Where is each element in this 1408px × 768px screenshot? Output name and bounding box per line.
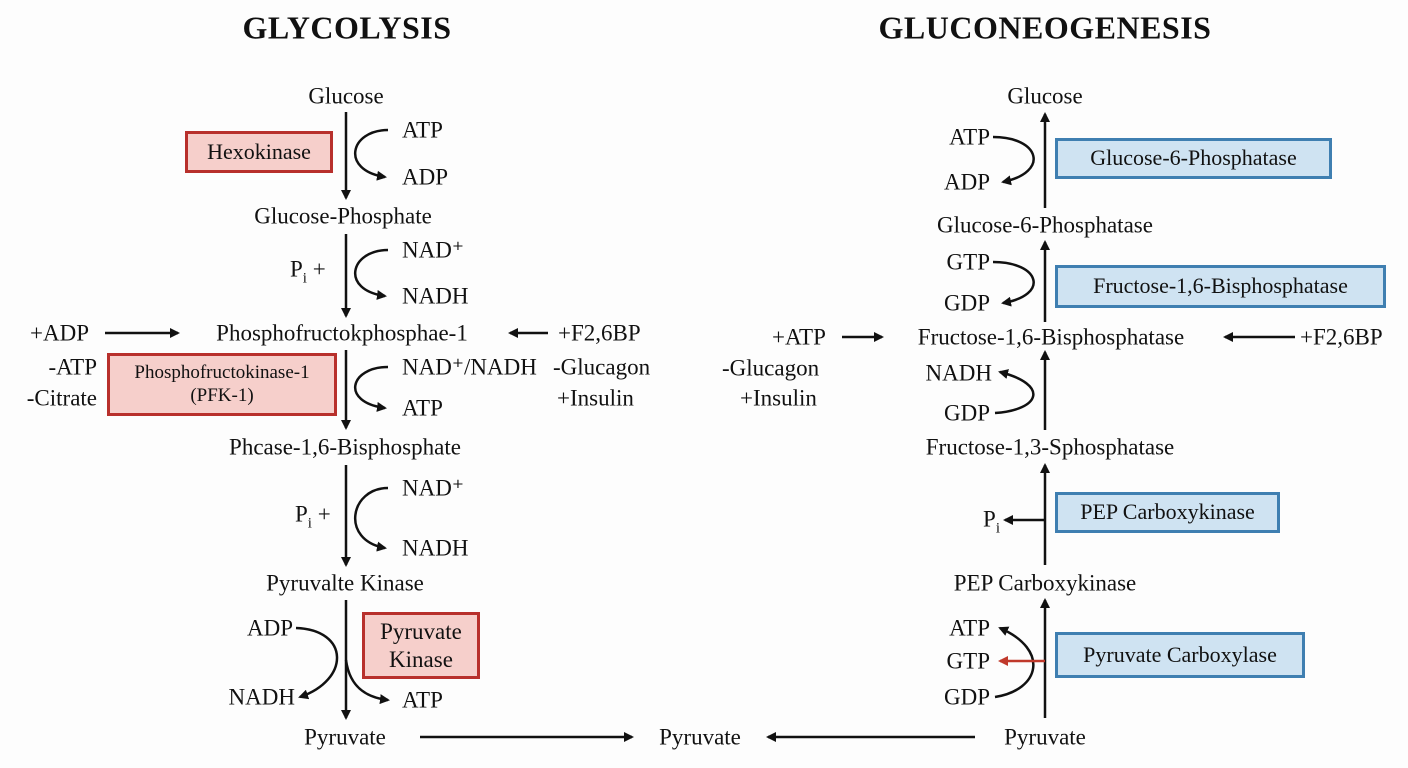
metabolite-fructose-bisphosphatase: Fructose-1,6-Bisphosphatase bbox=[917, 324, 1185, 350]
cofactor-atp-3: ATP bbox=[402, 687, 443, 713]
cofactor-nadh-3: NADH bbox=[228, 684, 295, 710]
cofactor-nadh-2: NADH bbox=[402, 535, 469, 561]
regulator-glucagon: -Glucagon bbox=[553, 354, 651, 380]
cofactor-atp-gng-2: ATP bbox=[949, 615, 990, 641]
metabolite-phosphofructokphosphae: Phosphofructokphosphae-1 bbox=[216, 320, 468, 346]
cofactor-gtp-gng-2: GTP bbox=[946, 648, 990, 674]
curve-gdp-nadh-gng bbox=[994, 369, 1035, 415]
metabolite-glucose-gng: Glucose bbox=[1007, 83, 1083, 109]
regulator-insulin-gng: +Insulin bbox=[740, 385, 817, 411]
curve-nad-nadh-1 bbox=[354, 248, 389, 300]
enzyme-pep-carboxykinase: PEP Carboxykinase bbox=[1055, 492, 1280, 533]
cofactor-gdp-gng: GDP bbox=[943, 290, 990, 316]
cofactor-pi-2: Pi + bbox=[295, 501, 331, 532]
regulator-f26bp: +F2,6BP bbox=[558, 320, 641, 346]
curve-nad-nadh-2 bbox=[354, 486, 389, 552]
cofactor-gdp-gng-3: GDP bbox=[943, 684, 990, 710]
cofactor-pi: Pi + bbox=[290, 256, 326, 287]
curve-atp-adp-gng bbox=[992, 135, 1035, 186]
enzyme-hexokinase: Hexokinase bbox=[185, 131, 333, 173]
metabolite-fructose-13: Fructose-1,3-Sphosphatase bbox=[925, 434, 1175, 460]
cofactor-gdp-gng-2: GDP bbox=[943, 400, 990, 426]
metabolite-glucose: Glucose bbox=[308, 83, 384, 109]
cofactor-gtp-gng: GTP bbox=[946, 249, 990, 275]
cofactor-adp-3: ADP bbox=[246, 615, 293, 641]
enzyme-pfk1: Phosphofructokinase-1 (PFK-1) bbox=[107, 353, 337, 416]
gluconeogenesis-title: GLUCONEOGENESIS bbox=[878, 9, 1212, 46]
glycolysis-title: GLYCOLYSIS bbox=[242, 9, 452, 46]
regulator-minus-citrate: -Citrate bbox=[26, 385, 97, 411]
metabolite-bisphosphate: Phcase-1,6-Bisphosphate bbox=[229, 434, 461, 460]
enzyme-pyruvate-carboxylase: Pyruvate Carboxylase bbox=[1055, 632, 1305, 678]
metabolite-pep-carboxykinase: PEP Carboxykinase bbox=[953, 570, 1137, 596]
cofactor-nad-nadh: NAD⁺/NADH bbox=[402, 354, 537, 380]
metabolite-glucose-6-phosphatase: Glucose-6-Phosphatase bbox=[937, 212, 1153, 238]
cofactor-nadh: NADH bbox=[402, 283, 469, 309]
cofactor-nadh-gng: NADH bbox=[925, 360, 992, 386]
enzyme-glucose-6-phosphatase: Glucose-6-Phosphatase bbox=[1055, 138, 1332, 179]
enzyme-pyruvate-kinase: Pyruvate Kinase bbox=[362, 612, 480, 679]
cofactor-atp-2: ATP bbox=[402, 395, 443, 421]
metabolite-glucose-phosphate: Glucose-Phosphate bbox=[254, 203, 432, 229]
metabolite-pyruvalte-kinase: Pyruvalte Kinase bbox=[266, 570, 424, 596]
regulator-glucagon-gng: -Glucagon bbox=[722, 355, 820, 381]
curve-nadnadh-atp bbox=[353, 365, 389, 412]
cofactor-nad: NAD⁺ bbox=[402, 237, 464, 263]
curve-to-atp bbox=[344, 659, 390, 705]
curve-adp-nadh bbox=[295, 626, 339, 700]
metabolite-pyruvate-right: Pyruvate bbox=[1004, 724, 1086, 750]
cofactor-nad-2: NAD⁺ bbox=[402, 475, 464, 501]
regulator-plus-atp: +ATP bbox=[772, 324, 826, 350]
cofactor-atp-gng: ATP bbox=[949, 124, 990, 150]
regulator-insulin: +Insulin bbox=[557, 385, 634, 411]
enzyme-fructose-bisphosphatase: Fructose-1,6-Bisphosphatase bbox=[1055, 265, 1386, 308]
cofactor-adp: ADP bbox=[402, 164, 449, 190]
regulator-minus-atp: -ATP bbox=[48, 354, 97, 380]
cofactor-pi-gng: Pi bbox=[983, 506, 1000, 537]
curve-gdp-atp-gng bbox=[994, 626, 1035, 699]
metabolite-pyruvate-left: Pyruvate bbox=[304, 724, 386, 750]
cofactor-adp-gng: ADP bbox=[943, 169, 990, 195]
cofactor-atp: ATP bbox=[402, 117, 443, 143]
curve-gtp-gdp-gng bbox=[992, 260, 1035, 307]
regulator-f26bp-gng: +F2,6BP bbox=[1300, 324, 1383, 350]
metabolite-pyruvate-center: Pyruvate bbox=[659, 724, 741, 750]
curve-atp-adp bbox=[354, 128, 389, 181]
regulator-plus-adp: +ADP bbox=[30, 320, 89, 346]
